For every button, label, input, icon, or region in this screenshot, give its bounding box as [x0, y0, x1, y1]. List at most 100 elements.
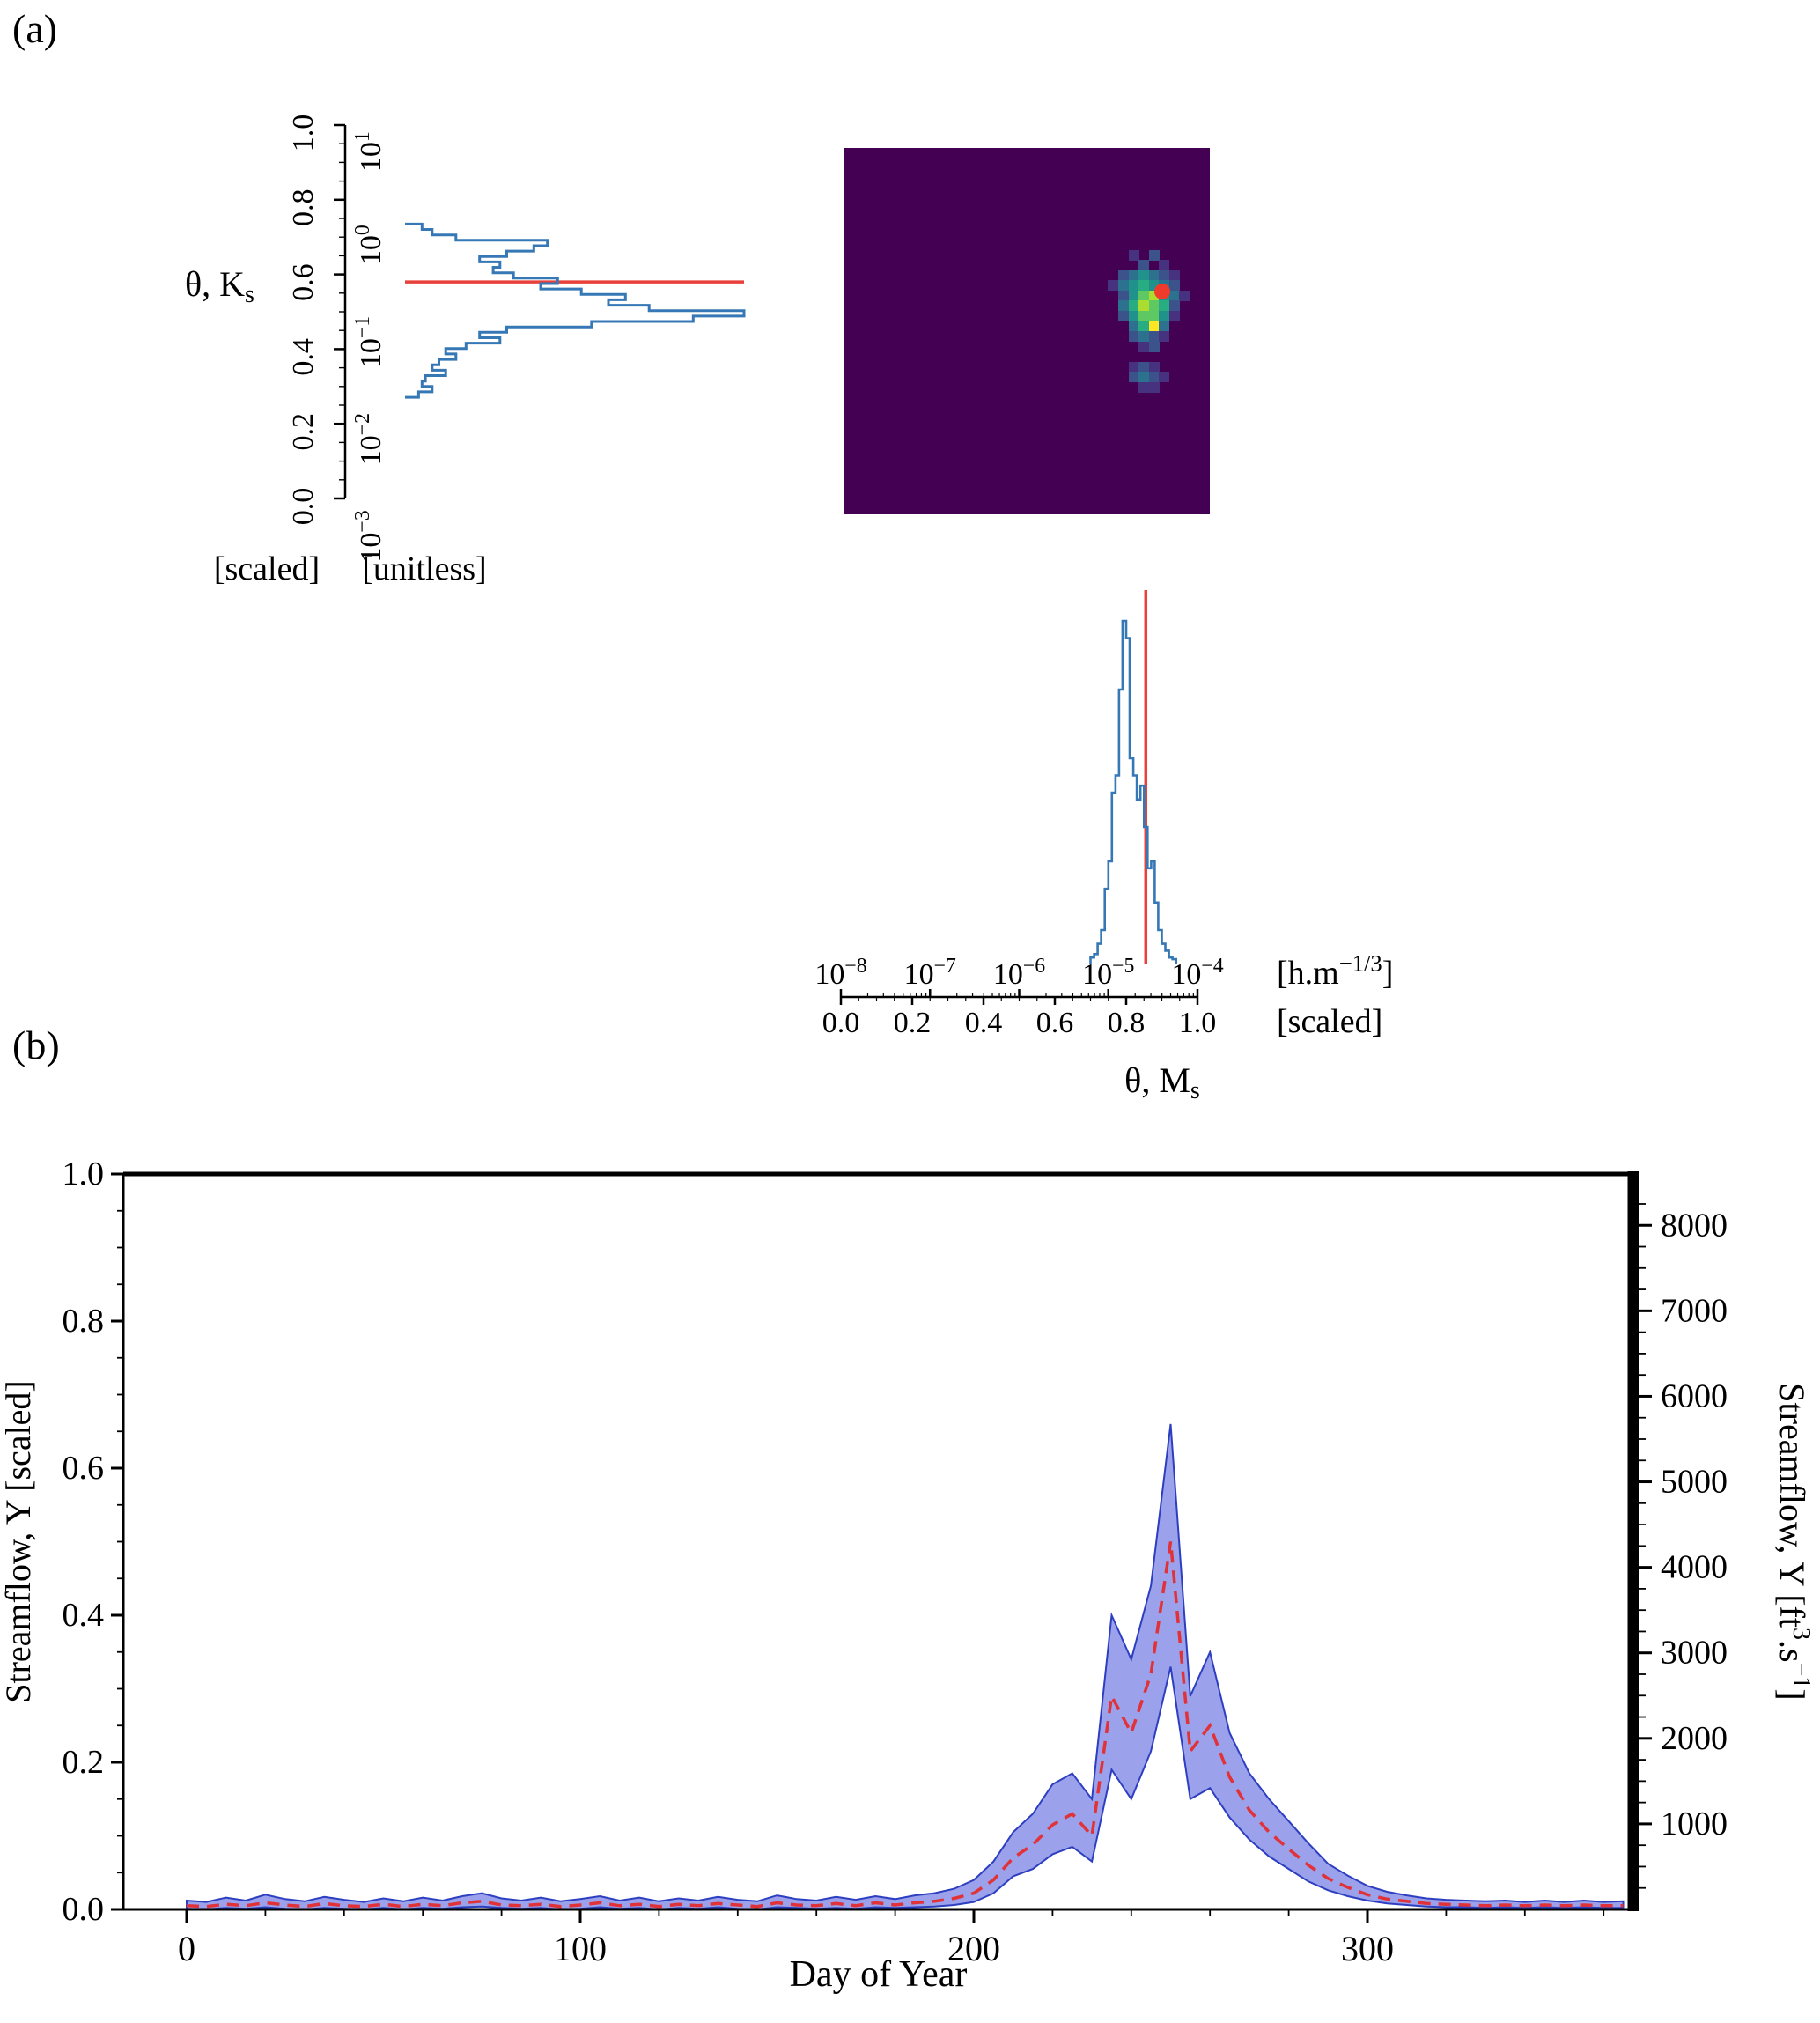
heatmap-cell [1148, 269, 1160, 281]
heatmap-cell [1138, 361, 1150, 373]
xtick: 100 [554, 1929, 607, 1968]
ms-marginal-histogram: 10−8 10−7 10−6 10−5 10−4 0.0 0.2 0.4 0.6 0.8 1.0 [h… [792, 564, 1497, 1110]
heatmap-cell [1128, 361, 1139, 373]
ms-scaled-tick: 0.4 [965, 1007, 1003, 1039]
right-ytick: 1000 [1661, 1805, 1728, 1842]
ks-unitless-tick: 100 [351, 225, 387, 265]
panel-a-label: (a) [12, 6, 58, 51]
heatmap-cell [1128, 249, 1139, 261]
heatmap-cell [1148, 341, 1160, 352]
ylabel-right: Streamflow, Y [ft3.s−1] [1772, 1383, 1815, 1700]
ks-histogram-svg: 1.0 0.8 0.6 0.4 0.2 0.0 101 100 10−1 10−2 10−3 θ, K… [185, 114, 746, 587]
heatmap-cell [1148, 361, 1160, 373]
heatmap-cell [1148, 300, 1160, 312]
ks-scaled-tick: 0.8 [287, 189, 320, 226]
heatmap-cell [1159, 300, 1170, 312]
ks-marginal-histogram: 1.0 0.8 0.6 0.4 0.2 0.0 101 100 10−1 10−2 10−3 θ, K… [150, 97, 766, 625]
ensemble-band [186, 1423, 1625, 1911]
heatmap-cell [1118, 280, 1130, 292]
ks-caption-scaled: [scaled] [214, 550, 320, 587]
ms-log-tick: 10−6 [993, 955, 1045, 991]
heatmap-cell [1128, 280, 1139, 292]
heatmap-cell [1138, 269, 1150, 281]
heatmap-cell [1168, 290, 1180, 301]
ms-log-tick: 10−5 [1082, 955, 1134, 991]
joint-posterior-heatmap [844, 148, 1210, 514]
xlabel: Day of Year [790, 1954, 968, 1995]
heatmap-cell [1128, 290, 1139, 301]
heatmap-cell [1138, 381, 1150, 393]
heatmap-cell [1159, 321, 1170, 332]
heatmap-cell [1138, 280, 1150, 292]
heatmap-cell [1148, 372, 1160, 383]
heatmap-cell [1159, 260, 1170, 271]
ms-histogram-svg: 10−8 10−7 10−6 10−5 10−4 0.0 0.2 0.4 0.6 0.8 1.0 [h… [814, 590, 1393, 1104]
heatmap-cell [1138, 341, 1150, 352]
ms-caption-units: [h.m−1/3] [1277, 950, 1393, 992]
heatmap-cell [1138, 331, 1150, 343]
xtick: 200 [947, 1929, 1000, 1968]
ks-scaled-tick: 1.0 [287, 114, 320, 152]
streamflow-axes: 0.00.20.40.60.81.01000200030004000500060… [63, 1155, 1728, 1968]
heatmap-cell [1168, 280, 1180, 292]
heatmap-cell [1128, 331, 1139, 343]
true-value-marker [1153, 283, 1170, 299]
left-ytick: 1.0 [63, 1155, 105, 1192]
heatmap-cell [1118, 310, 1130, 322]
streamflow-svg: 0.00.20.40.60.81.01000200030004000500060… [0, 1155, 1815, 1995]
heatmap-cell [1118, 269, 1130, 281]
ms-scaled-tick: 0.6 [1036, 1007, 1074, 1039]
left-ytick: 0.8 [63, 1303, 105, 1340]
ks-unitless-tick: 101 [351, 131, 387, 172]
xtick: 300 [1341, 1929, 1394, 1968]
heatmap-cell [1128, 269, 1139, 281]
ks-unitless-tick: 10−1 [351, 316, 387, 368]
heatmap-cell [1138, 300, 1150, 312]
heatmap-cell [1128, 310, 1139, 322]
ks-scaled-tick: 0.4 [287, 338, 320, 376]
right-ytick: 2000 [1661, 1720, 1728, 1757]
heatmap-cell [1159, 310, 1170, 322]
ks-axis-label: θ, Ks [185, 264, 254, 308]
streamflow-chart: 0.0 0.2 0.4 0.6 0.8 1.0 1000 2000 3000 4000 5000 60… [0, 1127, 1820, 2023]
heatmap-cell [1118, 300, 1130, 312]
ks-scaled-tick: 0.0 [287, 488, 320, 526]
heatmap-cell [1138, 290, 1150, 301]
ms-log-tick: 10−4 [1171, 955, 1223, 991]
ms-log-tick: 10−7 [904, 955, 956, 991]
right-ytick: 3000 [1661, 1635, 1728, 1672]
heatmap-cell [1168, 310, 1180, 322]
heatmap-cell [1118, 290, 1130, 301]
ms-caption-scaled: [scaled] [1277, 1003, 1382, 1040]
left-ytick: 0.6 [63, 1450, 105, 1487]
ks-scaled-tick: 0.2 [287, 413, 320, 451]
left-ytick: 0.0 [63, 1891, 105, 1928]
heatmap-cell [1128, 300, 1139, 312]
plot-frame [122, 1171, 1639, 1911]
heatmap-cell [1148, 310, 1160, 322]
ks-histogram-steps [405, 222, 746, 399]
ms-axis-label: θ, Ms [1124, 1060, 1200, 1104]
heatmap-cell [1148, 249, 1160, 261]
right-ytick: 5000 [1661, 1464, 1728, 1501]
heatmap-cell [1159, 269, 1170, 281]
heatmap-cell [1148, 331, 1160, 343]
ks-unitless-tick: 10−3 [351, 510, 387, 562]
heatmap-cell [1159, 331, 1170, 343]
heatmap-cell [1148, 381, 1160, 393]
ks-scaled-tick: 0.6 [287, 263, 320, 301]
heatmap-cell [1168, 269, 1180, 281]
ms-scaled-tick: 1.0 [1179, 1007, 1217, 1039]
right-ytick: 6000 [1661, 1377, 1728, 1414]
ylabel-left: Streamflow, Y [scaled] [0, 1380, 38, 1703]
left-ytick: 0.2 [63, 1744, 105, 1781]
heatmap-cell [1159, 372, 1170, 383]
heatmap-cell [1148, 321, 1160, 332]
panel-b-label: (b) [12, 1023, 60, 1067]
xtick: 0 [178, 1929, 195, 1968]
heatmap-cell [1138, 310, 1150, 322]
heatmap-cell [1128, 372, 1139, 383]
median-line [186, 1541, 1624, 1909]
heatmap-cell [1138, 372, 1150, 383]
